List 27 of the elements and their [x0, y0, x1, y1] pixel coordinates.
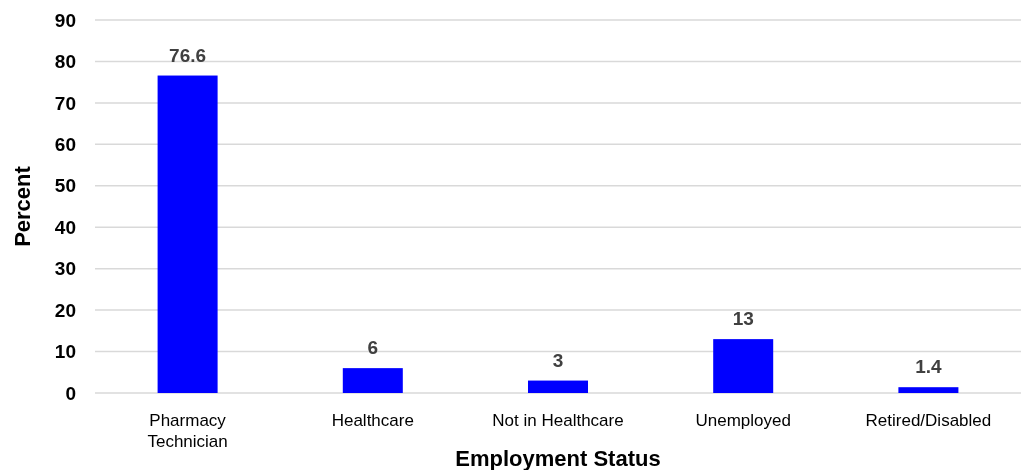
- y-tick-label: 50: [54, 175, 76, 197]
- x-tick-label: Unemployed: [695, 411, 791, 430]
- y-tick-label: 20: [54, 299, 76, 321]
- data-label: 6: [367, 337, 379, 359]
- y-tick-label: 0: [65, 382, 76, 404]
- data-label: 3: [552, 349, 564, 371]
- y-tick-label: 60: [54, 133, 76, 155]
- data-label: 76.6: [169, 44, 207, 66]
- data-label: 1.4: [915, 356, 943, 378]
- bar: [342, 368, 403, 393]
- x-tick-label: Not in Healthcare: [492, 411, 624, 430]
- y-tick-label: 90: [54, 9, 76, 31]
- data-label: 13: [732, 308, 754, 330]
- y-tick-label: 80: [54, 51, 76, 73]
- x-tick-label: Healthcare: [331, 411, 414, 430]
- y-axis-title: Percent: [10, 165, 35, 247]
- bar: [898, 387, 959, 393]
- bar: [528, 380, 588, 393]
- y-tick-label: 30: [54, 258, 76, 280]
- bar: [157, 75, 218, 393]
- x-tick-label: Retired/Disabled: [865, 411, 992, 430]
- y-tick-label: 40: [54, 216, 76, 238]
- y-tick-label: 10: [54, 341, 76, 363]
- y-tick-label: 70: [54, 92, 76, 114]
- x-tick-label: Pharmacy Technician: [147, 411, 228, 451]
- bar: [713, 339, 774, 393]
- x-axis-title: Employment Status: [455, 446, 661, 470]
